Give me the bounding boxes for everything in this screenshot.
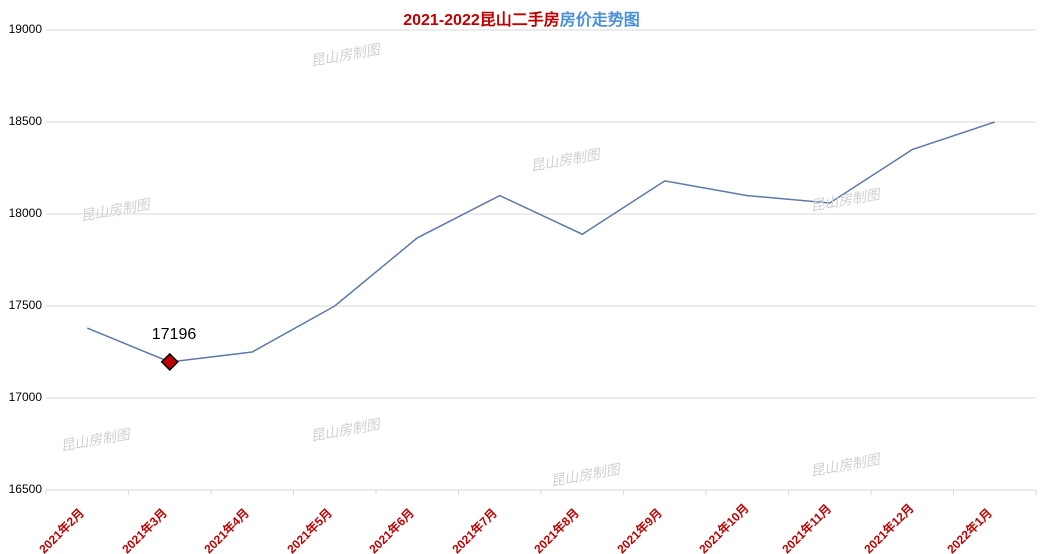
price-line (87, 122, 995, 362)
y-tick-label: 16500 (2, 482, 42, 496)
title-part2: 房价走势图 (560, 12, 640, 29)
y-tick-label: 17000 (2, 390, 42, 404)
y-tick-label: 19000 (2, 22, 42, 36)
y-tick-label: 17500 (2, 298, 42, 312)
marker-diamond-icon (162, 354, 178, 370)
marker-annotation: 17196 (152, 326, 197, 344)
title-part1: 2021-2022昆山二手房 (403, 12, 560, 29)
chart-svg (0, 0, 1043, 554)
price-trend-chart: 2021-2022昆山二手房房价走势图 16500 17000 17500 18000… (0, 0, 1043, 554)
y-tick-label: 18500 (2, 114, 42, 128)
y-tick-label: 18000 (2, 206, 42, 220)
chart-title: 2021-2022昆山二手房房价走势图 (0, 6, 1043, 30)
